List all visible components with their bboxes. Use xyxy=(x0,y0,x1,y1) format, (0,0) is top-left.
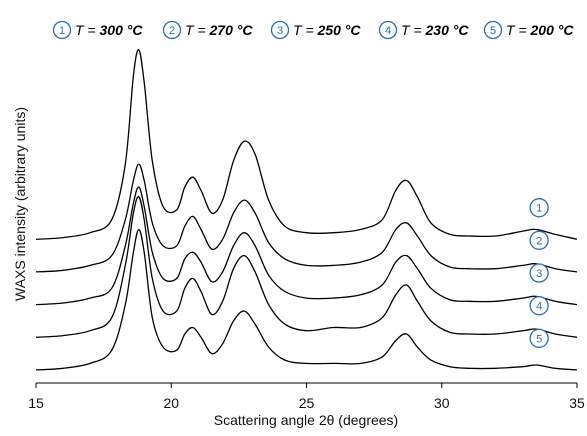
legend-prefix: T = xyxy=(401,22,426,38)
trace-marker-2: 2 xyxy=(529,230,549,250)
legend-marker-circle xyxy=(378,20,398,40)
legend-item-3: 3 T = 250 °C xyxy=(270,20,361,40)
legend-marker-number: 3 xyxy=(277,25,283,37)
x-tick-label: 15 xyxy=(28,395,44,411)
legend-prefix: T = xyxy=(75,22,100,38)
trace-marker-3: 3 xyxy=(529,263,549,283)
legend-value: 270 °C xyxy=(209,22,254,38)
trace-marker-1: 1 xyxy=(529,198,549,218)
legend-marker-circle xyxy=(162,20,182,40)
legend-label: T = 300 °C xyxy=(75,22,143,38)
trace-marker-circle xyxy=(529,328,549,348)
trace-marker-circle xyxy=(529,296,549,316)
legend-marker-circle xyxy=(270,20,290,40)
legend-label: T = 230 °C xyxy=(401,22,469,38)
legend-marker-number: 2 xyxy=(169,25,175,37)
x-tick-label: 20 xyxy=(163,395,179,411)
legend-marker-number: 5 xyxy=(490,25,496,37)
trace-4 xyxy=(35,196,578,338)
legend-prefix: T = xyxy=(506,22,531,38)
legend-marker-number: 4 xyxy=(385,25,391,37)
x-tick-label: 25 xyxy=(299,395,315,411)
legend-label: T = 200 °C xyxy=(506,22,574,38)
trace-marker-4: 4 xyxy=(529,296,549,316)
legend-item-1: 1 T = 300 °C xyxy=(52,20,143,40)
x-tick-label: 35 xyxy=(569,395,585,411)
trace-markers: 1 2 3 4 5 xyxy=(529,198,549,348)
legend-label: T = 270 °C xyxy=(185,22,253,38)
legend-marker-circle xyxy=(52,20,72,40)
trace-1 xyxy=(35,49,578,240)
legend-value: 230 °C xyxy=(425,22,470,38)
legend-prefix: T = xyxy=(293,22,318,38)
y-axis-title: WAXS intensity (arbitrary units) xyxy=(12,107,28,301)
legend-item-5: 5 T = 200 °C xyxy=(483,20,574,40)
legend-marker-circle xyxy=(483,20,503,40)
legend-item-4: 4 T = 230 °C xyxy=(378,20,469,40)
trace-marker-circle xyxy=(529,263,549,283)
trace-marker-5: 5 xyxy=(529,328,549,348)
trace-marker-number: 1 xyxy=(536,203,542,215)
legend-marker-number: 1 xyxy=(59,25,65,37)
trace-marker-circle xyxy=(529,230,549,250)
x-axis-title: Scattering angle 2θ (degrees) xyxy=(214,412,398,428)
trace-5 xyxy=(35,228,578,371)
trace-marker-number: 5 xyxy=(536,333,542,345)
trace-marker-circle xyxy=(529,198,549,218)
legend-value: 250 °C xyxy=(317,22,362,38)
legend-value: 200 °C xyxy=(530,22,575,38)
legend-value: 300 °C xyxy=(100,22,144,38)
legend-prefix: T = xyxy=(185,22,210,38)
trace-2 xyxy=(35,163,578,273)
trace-marker-number: 3 xyxy=(536,268,542,280)
legend: 1 T = 300 °C 2 T = 270 °C 3 T = 250 °C 4 T = 23… xyxy=(52,20,574,40)
trace-marker-number: 4 xyxy=(536,301,542,313)
legend-item-2: 2 T = 270 °C xyxy=(162,20,253,40)
trace-3 xyxy=(35,186,578,306)
x-tick-label: 30 xyxy=(434,395,450,411)
x-ticks: 15 20 25 30 35 xyxy=(28,383,585,411)
trace-marker-number: 2 xyxy=(536,235,542,247)
legend-label: T = 250 °C xyxy=(293,22,361,38)
traces xyxy=(35,49,578,371)
